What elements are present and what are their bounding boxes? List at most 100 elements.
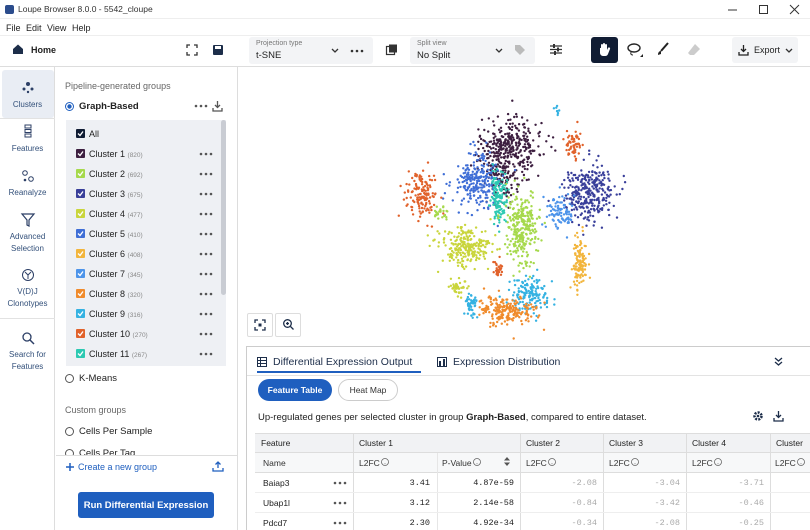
cluster-row[interactable]: Cluster 5 (410) [89,229,143,239]
more-button[interactable] [199,232,213,236]
more-button[interactable] [199,252,213,256]
cluster-row[interactable]: Cluster 9 (316) [89,309,143,319]
checkbox[interactable] [76,229,85,238]
sort-icon[interactable] [504,457,510,466]
checkbox[interactable] [76,149,85,158]
checkbox[interactable] [76,249,85,258]
column-header[interactable]: L2FC [359,458,380,468]
sidebar-label[interactable]: Search for Features [9,350,46,371]
chevron-down[interactable] [331,48,339,53]
more-button[interactable] [199,212,213,216]
sidebar-label[interactable]: Reanalyze [8,188,47,197]
create-group[interactable]: Create a new group [78,462,158,472]
fullscreen-icon[interactable] [186,44,198,56]
chart-icon[interactable] [437,357,447,367]
run-button[interactable]: Run Differential Expression [78,492,214,518]
sidebar-icon[interactable] [22,124,34,138]
close-button[interactable] [789,4,800,15]
checkbox[interactable] [76,189,85,198]
menu-item[interactable]: File [6,23,21,33]
split-icon[interactable] [385,44,398,56]
checkbox[interactable] [76,129,85,138]
settings-sliders[interactable] [550,44,562,55]
checkbox[interactable] [76,209,85,218]
tab-active[interactable]: Differential Expression Output [273,356,413,368]
sidebar-icon[interactable] [22,81,34,94]
home-icon[interactable] [12,44,24,54]
more-button[interactable] [333,501,347,505]
column-header[interactable]: P-Value [442,458,472,468]
settings-icon[interactable] [753,411,763,421]
more-button[interactable] [350,49,364,53]
menu-item[interactable]: Edit [26,23,42,33]
sidebar-label[interactable]: Features [11,144,44,153]
checkbox[interactable] [76,169,85,178]
sidebar-icon[interactable] [20,213,36,227]
maximize-button[interactable] [759,5,768,14]
checkbox[interactable] [76,309,85,318]
checkbox[interactable] [76,349,85,358]
brush-icon[interactable] [657,42,669,55]
more-button[interactable] [199,352,213,356]
tag-icon[interactable] [515,45,525,55]
more-button[interactable] [199,332,213,336]
sidebar-icon[interactable] [22,332,35,345]
more-button[interactable] [199,292,213,296]
cluster-row[interactable]: Cluster 3 (675) [89,189,143,199]
download-icon[interactable] [773,411,784,422]
checkbox[interactable] [76,289,85,298]
column-header[interactable]: L2FC [775,458,796,468]
view-button[interactable]: Heat Map [338,379,398,401]
tab[interactable]: Expression Distribution [453,356,561,368]
column-header[interactable]: L2FC [692,458,713,468]
column-header[interactable]: L2FC [609,458,630,468]
radio[interactable] [65,374,74,383]
cluster-row[interactable]: Cluster 10 (270) [89,329,148,339]
chevron-down[interactable] [785,48,793,53]
checkbox[interactable] [76,269,85,278]
cluster-row[interactable]: Cluster 2 (692) [89,169,143,179]
checkbox[interactable] [76,329,85,338]
collapse-icon[interactable] [774,357,783,366]
column-header[interactable]: L2FC [526,458,547,468]
cluster-row[interactable]: Cluster 11 (267) [89,349,147,359]
minimize-button[interactable] [728,9,738,11]
table-icon[interactable] [257,357,267,367]
hand-icon[interactable] [599,43,611,57]
plus-icon[interactable] [66,463,74,471]
cluster-row[interactable]: Cluster 1 (820) [89,149,143,159]
sidebar-label[interactable]: V(D)J Clonotypes [7,287,48,308]
cluster-row[interactable]: Cluster 6 (408) [89,249,143,259]
split-select[interactable] [410,37,535,64]
tsne-plot[interactable] [238,67,810,345]
chevron-down[interactable] [495,48,503,53]
cluster-row[interactable]: Cluster 8 (320) [89,289,143,299]
home-label[interactable]: Home [31,45,57,55]
sidebar-label[interactable]: Advanced Selection [9,232,46,253]
column-header[interactable]: Name [263,458,286,468]
more-button[interactable] [333,481,347,485]
cluster-row[interactable]: Cluster 4 (477) [89,209,143,219]
sidebar-icon[interactable] [22,170,34,182]
lasso-icon[interactable] [627,43,643,59]
menu-item[interactable]: Help [72,23,91,33]
more-button[interactable] [199,192,213,196]
cluster-row[interactable]: Cluster 7 (345) [89,269,143,279]
more-button[interactable] [333,521,347,525]
save-icon[interactable] [213,45,223,55]
sidebar-icon[interactable] [22,269,34,281]
radio[interactable] [65,427,74,436]
more-button[interactable] [199,272,213,276]
upload-icon[interactable] [212,461,224,472]
more-button[interactable] [194,104,208,108]
download-icon[interactable] [212,101,223,112]
menu-item[interactable]: View [47,23,67,33]
zoom-fit[interactable] [247,313,273,337]
more-button[interactable] [199,152,213,156]
sidebar-label[interactable]: Clusters [12,100,43,109]
more-button[interactable] [199,312,213,316]
radio-selected[interactable] [65,102,74,111]
eraser-icon[interactable] [688,44,700,55]
more-button[interactable] [199,172,213,176]
view-button-active[interactable]: Feature Table [258,379,332,401]
